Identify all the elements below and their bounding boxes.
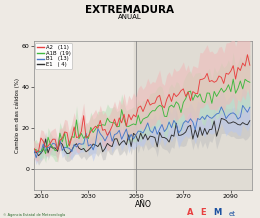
Text: A: A: [187, 208, 194, 217]
X-axis label: AÑO: AÑO: [135, 200, 151, 209]
Text: EXTREMADURA: EXTREMADURA: [86, 5, 174, 15]
Y-axis label: Cambio en dias cálidos (%): Cambio en dias cálidos (%): [15, 78, 20, 153]
Text: E: E: [200, 208, 206, 217]
Text: ANUAL: ANUAL: [118, 14, 142, 20]
Text: M: M: [213, 208, 222, 217]
Text: et: et: [229, 211, 236, 217]
Legend: A2   (11), A1B  (19), B1   (13), E1   ( 4): A2 (11), A1B (19), B1 (13), E1 ( 4): [35, 43, 72, 69]
Text: © Agencia Estatal de Meteorología: © Agencia Estatal de Meteorología: [3, 213, 65, 217]
Bar: [133, 41, 255, 190]
